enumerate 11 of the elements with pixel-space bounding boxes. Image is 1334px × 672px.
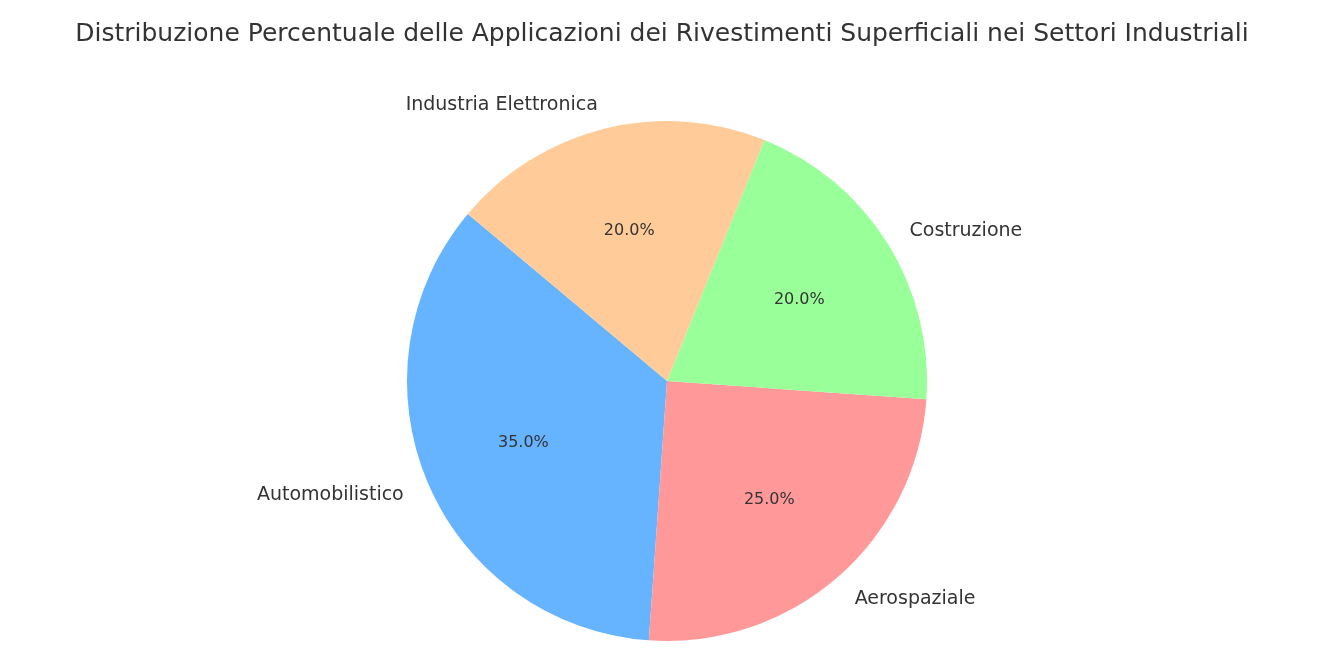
data-label: 35.0% — [497, 432, 549, 452]
data-label: 20.0% — [603, 220, 655, 240]
chart-title: Distribuzione Percentuale delle Applicazioni dei Rivestimenti Superficiali nei Settori Industriali — [75, 17, 1249, 47]
data-label: 25.0% — [743, 489, 795, 509]
slice-label: Costruzione — [909, 218, 1023, 241]
pie-slice — [467, 121, 765, 381]
data-label: 20.0% — [773, 288, 825, 308]
slice-label: Automobilistico — [256, 481, 404, 504]
slice-label: Industria Elettronica — [405, 92, 598, 115]
pie-slice — [407, 213, 667, 641]
slice-label: Aerospaziale — [854, 585, 976, 608]
